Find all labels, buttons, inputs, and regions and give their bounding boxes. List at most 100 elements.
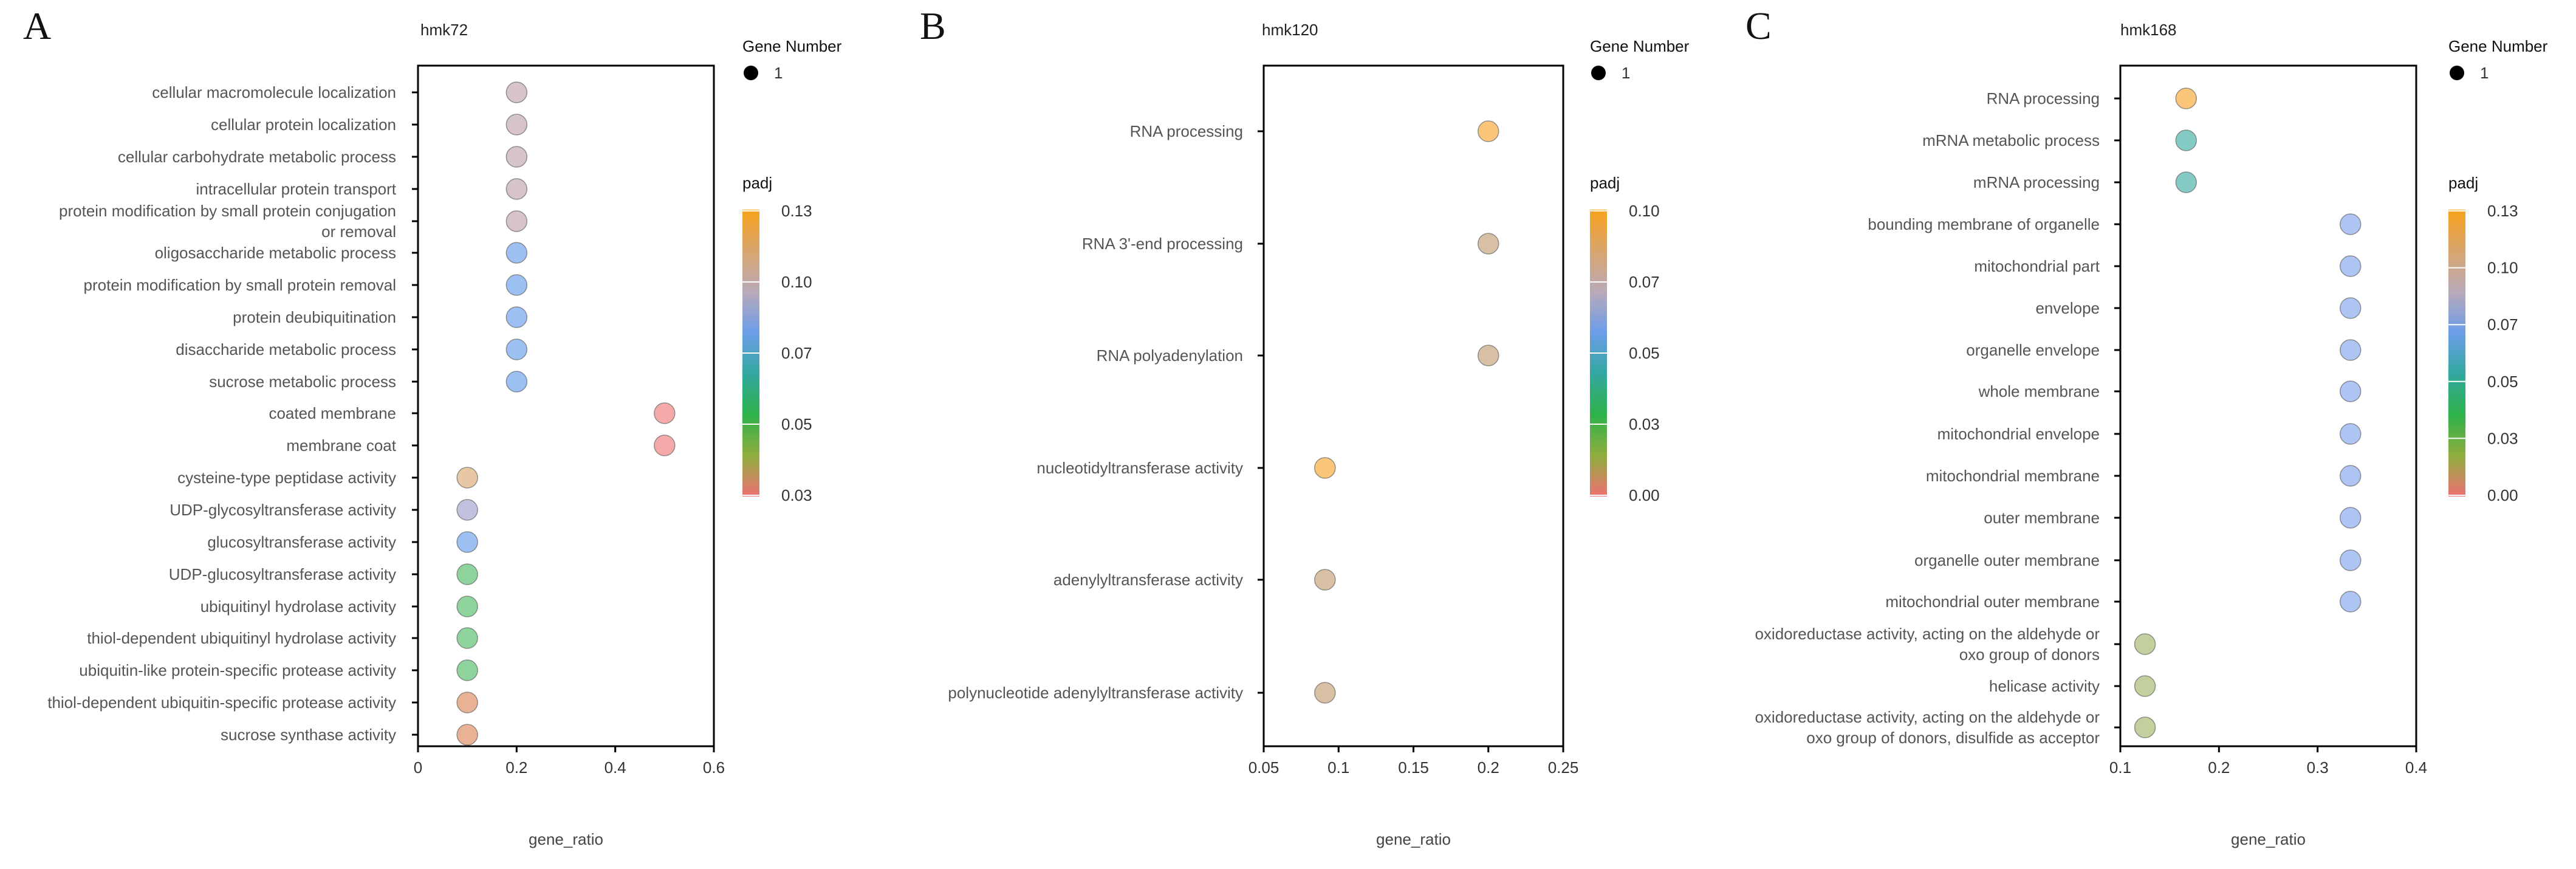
data-point: [456, 563, 478, 585]
category-label: RNA polyadenylation: [1097, 346, 1243, 365]
size-legend-label: 1: [774, 64, 783, 82]
padj-colorbar: [2448, 210, 2465, 496]
data-point: [2339, 213, 2362, 235]
data-point: [505, 242, 528, 264]
color-legend-title: padj: [1590, 174, 1620, 192]
category-label: UDP-glucosyltransferase activity: [169, 565, 396, 583]
category-label: helicase activity: [1989, 677, 2100, 695]
category-label-line: protein deubiquitination: [233, 308, 396, 326]
category-label: coated membrane: [269, 404, 396, 422]
size-legend-title: Gene Number: [742, 37, 842, 55]
category-label: envelope: [2035, 299, 2100, 317]
category-label: nucleotidyltransferase activity: [1036, 459, 1243, 477]
data-point: [1314, 457, 1336, 479]
data-point: [1314, 569, 1336, 591]
plot-title: hmk72: [420, 21, 468, 39]
x-tick-label: 0: [414, 758, 422, 777]
x-tick-label: 0.15: [1398, 758, 1429, 777]
category-label-line: thiol-dependent ubiquitin-specific prote…: [47, 693, 396, 712]
data-point: [2175, 171, 2197, 193]
category-label-line: ubiquitin-like protein-specific protease…: [79, 661, 396, 679]
data-point: [505, 114, 528, 136]
category-label-line: oxidoreductase activity, acting on the a…: [1755, 625, 2100, 643]
colorbar-tick-label: 0.00: [1629, 486, 1660, 504]
plot-frame: [417, 64, 715, 747]
plot-frame: [1262, 64, 1564, 747]
category-label-line: mitochondrial envelope: [1937, 425, 2100, 443]
category-label: thiol-dependent ubiquitin-specific prote…: [47, 693, 396, 712]
data-point: [2134, 716, 2156, 738]
category-label: mitochondrial outer membrane: [1885, 592, 2100, 611]
category-label: mRNA processing: [1973, 173, 2100, 191]
category-label: RNA 3'-end processing: [1082, 235, 1243, 253]
category-label-line: oligosaccharide metabolic process: [155, 244, 396, 262]
size-legend-label: 1: [1622, 64, 1630, 82]
size-legend-dot: [1591, 66, 1606, 80]
category-label: cellular protein localization: [211, 115, 396, 134]
data-point: [1478, 345, 1499, 366]
data-point: [456, 499, 478, 521]
size-legend-title: Gene Number: [2448, 37, 2548, 55]
data-point: [456, 692, 478, 713]
category-label: organelle envelope: [1966, 341, 2100, 359]
data-point: [2339, 423, 2362, 445]
data-point: [505, 210, 528, 232]
data-point: [505, 338, 528, 360]
category-label-line: cellular carbohydrate metabolic process: [118, 148, 396, 166]
category-label-line: envelope: [2035, 299, 2100, 317]
category-label-line: RNA 3'-end processing: [1082, 235, 1243, 253]
x-tick-label: 0.2: [1478, 758, 1499, 777]
category-label: glucosyltransferase activity: [207, 533, 396, 551]
category-label-line: or removal: [321, 222, 396, 241]
category-label-line: cellular macromolecule localization: [152, 83, 396, 101]
category-label: protein modification by small protein re…: [84, 276, 396, 294]
category-label-line: adenylyltransferase activity: [1053, 571, 1243, 589]
data-point: [505, 274, 528, 296]
category-label-line: helicase activity: [1989, 677, 2100, 695]
plot-frame: [2119, 64, 2417, 747]
category-label-line: RNA processing: [1130, 122, 1243, 140]
category-label: cellular carbohydrate metabolic process: [118, 148, 396, 166]
x-axis-label: gene_ratio: [529, 830, 603, 848]
category-label: RNA processing: [1987, 89, 2100, 108]
category-label-line: glucosyltransferase activity: [207, 533, 396, 551]
category-label: sucrose synthase activity: [221, 726, 396, 744]
category-label: disaccharide metabolic process: [176, 340, 396, 359]
colorbar-tick-label: 0.03: [781, 486, 812, 504]
data-point: [456, 724, 478, 746]
panel-letter: B: [920, 4, 946, 47]
category-label: protein deubiquitination: [233, 308, 396, 326]
category-label-line: organelle outer membrane: [1914, 551, 2100, 569]
data-point: [654, 402, 676, 424]
category-label: outer membrane: [1984, 509, 2100, 527]
data-point: [654, 434, 676, 456]
category-label: cysteine-type peptidase activity: [177, 469, 396, 487]
x-tick-label: 0.1: [2109, 758, 2131, 777]
size-legend-title: Gene Number: [1590, 37, 1690, 55]
colorbar-tick-label: 0.07: [781, 344, 812, 362]
data-point: [456, 596, 478, 617]
size-legend-dot: [2450, 66, 2464, 80]
colorbar-tick-label: 0.10: [1629, 202, 1660, 220]
category-label-line: intracellular protein transport: [196, 180, 397, 198]
colorbar-tick-label: 0.03: [2487, 429, 2518, 447]
colorbar-tick-label: 0.05: [781, 415, 812, 433]
category-label: polynucleotide adenylyltransferase activ…: [948, 684, 1243, 702]
category-label-line: whole membrane: [1978, 382, 2100, 400]
category-label: UDP-glycosyltransferase activity: [170, 501, 396, 519]
category-label: mitochondrial envelope: [1937, 425, 2100, 443]
x-tick-label: 0.05: [1249, 758, 1279, 777]
data-point: [505, 81, 528, 103]
data-point: [1314, 682, 1336, 704]
category-label: mRNA metabolic process: [1922, 131, 2100, 149]
category-label: ubiquitinyl hydrolase activity: [200, 597, 396, 616]
data-point: [505, 178, 528, 200]
category-label: thiol-dependent ubiquitinyl hydrolase ac…: [87, 629, 396, 647]
colorbar-tick-label: 0.13: [781, 202, 812, 220]
plot-title: hmk168: [2120, 21, 2177, 39]
color-legend-title: padj: [2448, 174, 2478, 192]
